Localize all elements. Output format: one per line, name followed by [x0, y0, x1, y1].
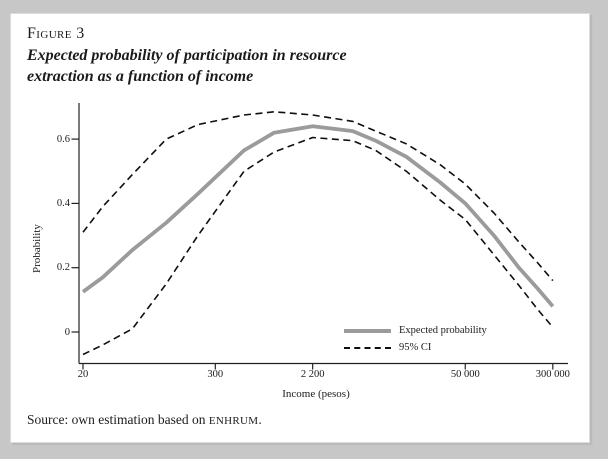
legend-row: 95% CI: [344, 339, 487, 356]
series-line-95-ci-upper: [82, 111, 554, 282]
source-period: .: [258, 412, 262, 427]
source-text: Source: own estimation based on: [27, 412, 209, 427]
y-tick-label: 0.4: [56, 197, 70, 209]
x-tick-label: 20: [77, 369, 89, 380]
x-tick-label: 300 000: [535, 369, 570, 380]
figure-label: Figure 3: [27, 25, 85, 42]
x-axis-label: Income (pesos): [282, 388, 350, 400]
figure-title-line-2: extraction as a function of income: [27, 68, 254, 85]
x-tick-label: 300: [207, 369, 224, 380]
legend-label: 95% CI: [399, 342, 432, 353]
source-acronym: ENHRUM: [208, 415, 259, 427]
axis-tick-marks: [71, 138, 554, 370]
legend-label: Expected probability: [399, 325, 487, 336]
y-axis-label: Probability: [31, 224, 43, 274]
series-line-expected-probability: [81, 124, 555, 308]
chart-curves: [81, 111, 555, 356]
y-tick-label: 0: [64, 326, 70, 338]
y-tick-label: 0.6: [56, 133, 70, 145]
legend-row: Expected probability: [344, 322, 487, 339]
series-line-95-ci-lower: [82, 136, 554, 356]
source-note: Source: own estimation based on ENHRUM.: [27, 412, 262, 428]
x-tick-label: 50 000: [450, 369, 480, 380]
figure-card: [10, 13, 590, 443]
figure-title: Expected probability of participation in…: [27, 45, 347, 87]
x-tick-label: 2 200: [300, 369, 325, 380]
y-tick-label: 0.2: [56, 262, 70, 274]
legend-solid-line-sample: [344, 328, 391, 333]
legend-dashed-line-sample: [344, 346, 391, 349]
figure-title-line-1: Expected probability of participation in…: [27, 47, 347, 64]
chart-legend: Expected probability 95% CI: [344, 322, 487, 356]
